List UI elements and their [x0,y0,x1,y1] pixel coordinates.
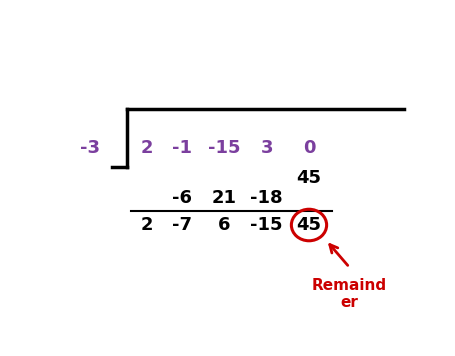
Text: -18: -18 [250,189,283,206]
Text: 45: 45 [297,216,322,234]
Text: -3: -3 [81,139,101,157]
Text: Remaind
er: Remaind er [312,278,387,310]
Text: -1: -1 [172,139,192,157]
Text: 3: 3 [260,139,273,157]
Text: 2: 2 [141,139,153,157]
Text: 0: 0 [303,139,315,157]
Text: 2: 2 [141,216,153,234]
Text: -7: -7 [172,216,192,234]
Text: 6: 6 [218,216,231,234]
Text: 21: 21 [212,189,237,206]
Text: 45: 45 [297,169,322,187]
Text: -15: -15 [208,139,241,157]
Text: -15: -15 [250,216,283,234]
Text: -6: -6 [172,189,192,206]
